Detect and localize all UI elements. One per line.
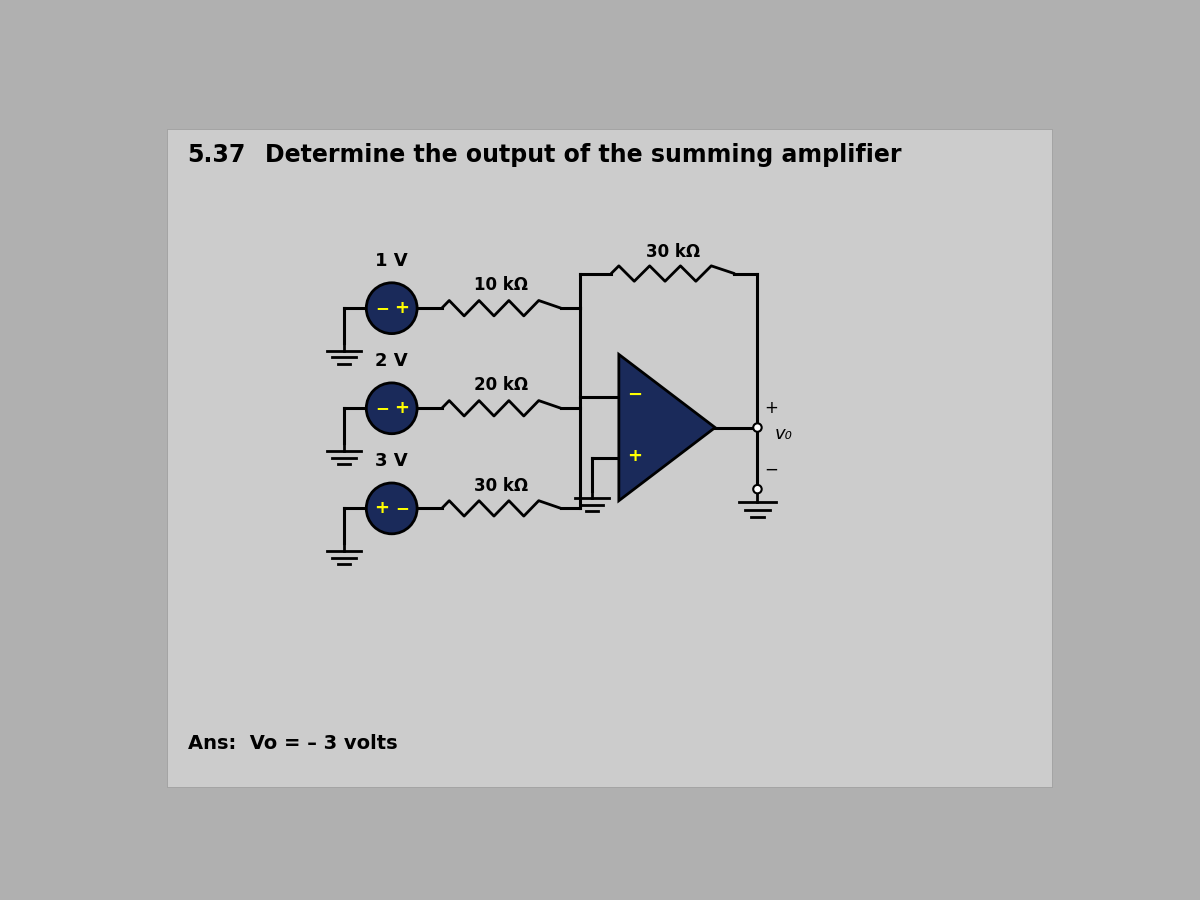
Text: 30 kΩ: 30 kΩ [474, 476, 528, 494]
Text: +: + [764, 400, 779, 418]
Text: 20 kΩ: 20 kΩ [474, 376, 528, 394]
Text: −: − [374, 400, 389, 418]
Text: −: − [374, 299, 389, 317]
Text: 30 kΩ: 30 kΩ [646, 243, 700, 261]
Text: Determine the output of the summing amplifier: Determine the output of the summing ampl… [265, 142, 901, 166]
Text: +: + [395, 299, 409, 317]
Text: +: + [374, 500, 389, 518]
Circle shape [366, 382, 418, 434]
Circle shape [754, 485, 762, 493]
Text: 2 V: 2 V [376, 352, 408, 370]
Circle shape [366, 283, 418, 334]
Text: Ans:  Vo = – 3 volts: Ans: Vo = – 3 volts [187, 734, 397, 753]
Text: 3 V: 3 V [376, 452, 408, 470]
Text: 1 V: 1 V [376, 252, 408, 270]
Text: −: − [626, 385, 642, 403]
Text: 10 kΩ: 10 kΩ [474, 276, 528, 294]
Text: −: − [764, 461, 779, 479]
Text: v₀: v₀ [774, 425, 792, 443]
Circle shape [754, 423, 762, 432]
Circle shape [366, 483, 418, 534]
Text: +: + [395, 400, 409, 418]
Text: +: + [626, 447, 642, 465]
FancyBboxPatch shape [167, 129, 1052, 788]
Text: −: − [395, 500, 409, 518]
Polygon shape [619, 355, 715, 500]
Text: 5.37: 5.37 [187, 142, 246, 166]
